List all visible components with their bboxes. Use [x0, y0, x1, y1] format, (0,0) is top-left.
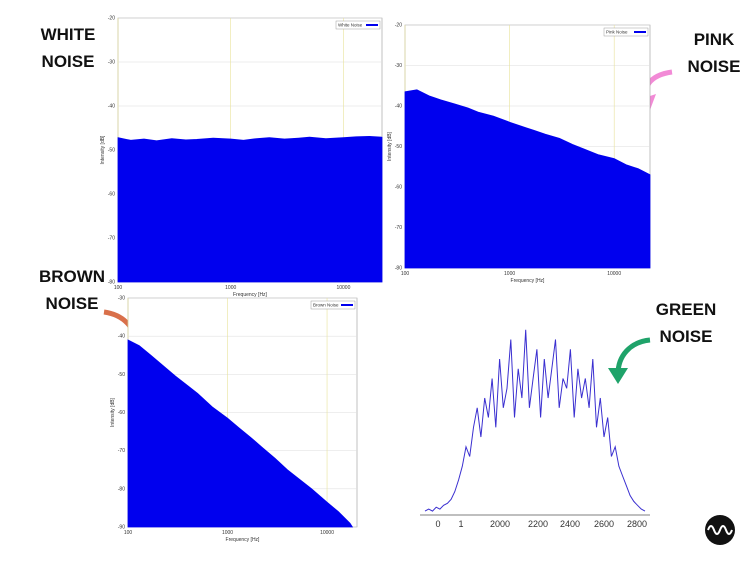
y-tick-label: -60 [118, 410, 125, 416]
y-tick-label: -20 [395, 23, 402, 29]
green-arrowhead [608, 368, 628, 384]
x-tick-label: 1000 [225, 285, 236, 291]
x-tick-label: 1000 [504, 271, 515, 277]
x-tick-label: 10000 [607, 271, 621, 277]
y-tick-label: -70 [395, 225, 402, 231]
x-tick-label: 2400 [560, 519, 580, 529]
x-tick-label: 10000 [336, 285, 350, 291]
legend-box [335, 20, 381, 30]
legend-box [310, 300, 356, 310]
y-tick-label: -30 [395, 63, 402, 69]
spectrum-area [117, 135, 383, 283]
y-tick-label: -90 [118, 525, 125, 531]
x-tick-label: 1000 [222, 530, 233, 536]
x-axis-label: Frequency [Hz] [233, 292, 268, 298]
annotation: BROWN [39, 267, 105, 286]
y-tick-label: -60 [395, 185, 402, 191]
logo-wave [707, 525, 733, 535]
spectrum-area [127, 339, 354, 528]
y-tick-label: -60 [108, 192, 115, 198]
noise-line [424, 329, 646, 512]
x-tick-label: 0 [435, 519, 440, 529]
x-tick-label: 10000 [320, 530, 334, 536]
x-tick-label: 2800 [627, 519, 647, 529]
y-tick-label: -50 [395, 144, 402, 150]
legend-label: Brown Noise [313, 303, 339, 308]
y-tick-label: -40 [118, 334, 125, 340]
annotation: NOISE [660, 327, 713, 346]
y-axis-label: Intensity [dB] [387, 131, 393, 161]
y-tick-label: -80 [108, 280, 115, 286]
y-tick-label: -20 [108, 16, 115, 22]
y-tick-label: -30 [118, 296, 125, 302]
y-tick-label: -50 [108, 148, 115, 154]
x-tick-label: 2000 [490, 519, 510, 529]
spectrum-area [404, 89, 651, 269]
legend-box [603, 27, 649, 37]
y-tick-label: -70 [118, 448, 125, 454]
y-axis-label: Intensity [dB] [100, 135, 106, 165]
annotation: PINK [694, 30, 735, 49]
x-tick-label: 100 [124, 530, 133, 536]
x-tick-label: 2600 [594, 519, 614, 529]
legend-label: Pink Noise [606, 30, 628, 35]
annotation: GREEN [656, 300, 716, 319]
y-tick-label: -30 [108, 60, 115, 66]
x-tick-label: 100 [401, 271, 410, 277]
legend-label: White Noise [338, 23, 363, 28]
annotation: NOISE [42, 52, 95, 71]
y-tick-label: -40 [395, 104, 402, 110]
y-tick-label: -80 [118, 486, 125, 492]
annotation: NOISE [46, 294, 99, 313]
x-axis-label: Frequency [Hz] [511, 278, 546, 284]
annotation: NOISE [688, 57, 741, 76]
x-axis-label: Frequency [Hz] [226, 537, 261, 543]
x-tick-label: 2200 [528, 519, 548, 529]
y-tick-label: -40 [108, 104, 115, 110]
y-tick-label: -80 [395, 266, 402, 272]
y-tick-label: -50 [118, 372, 125, 378]
x-tick-label: 1 [458, 519, 463, 529]
annotation: WHITE [41, 25, 96, 44]
y-tick-label: -70 [108, 236, 115, 242]
y-axis-label: Intensity [dB] [110, 397, 116, 427]
x-tick-label: 100 [114, 285, 123, 291]
